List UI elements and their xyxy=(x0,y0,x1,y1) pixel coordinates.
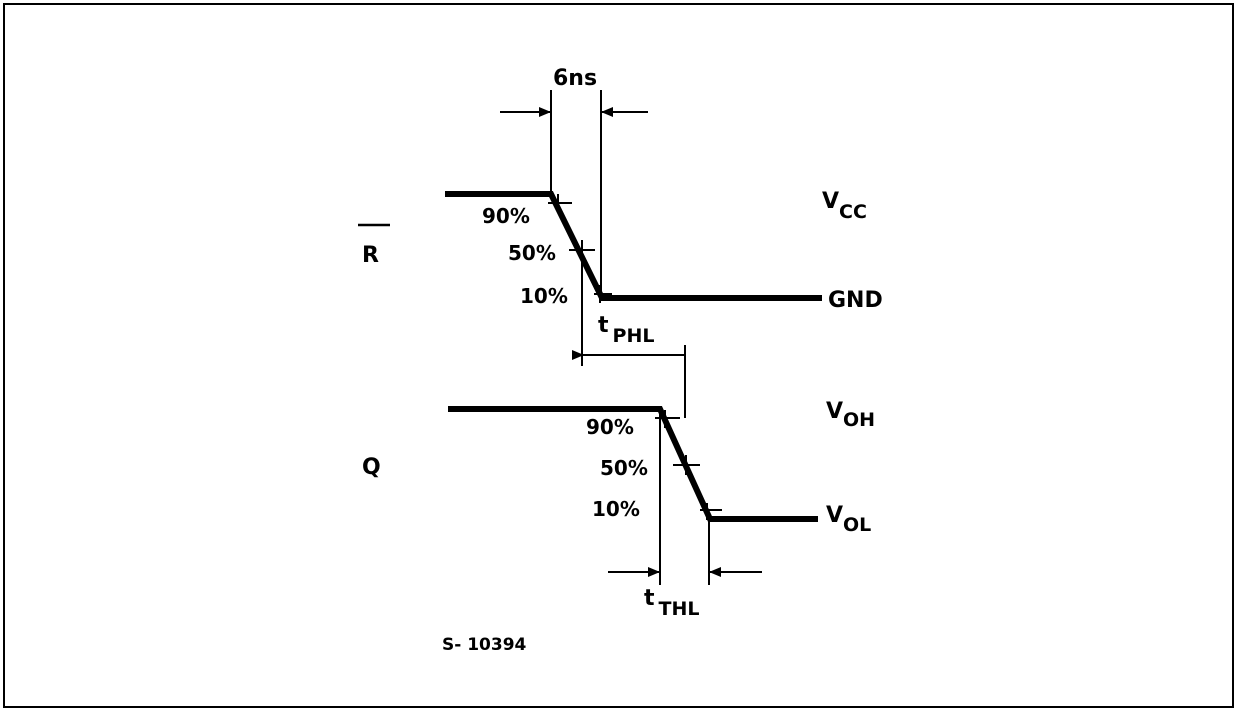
q-signal-label: Q xyxy=(362,455,381,480)
r-threshold-ticks xyxy=(548,194,612,303)
r-50-label: 50% xyxy=(508,241,556,265)
vcc-main: V xyxy=(822,189,839,214)
fall-time-dimension xyxy=(500,90,648,298)
vcc-label: VCC xyxy=(822,189,867,223)
r-signal-label: R xyxy=(362,243,379,268)
voh-main: V xyxy=(826,399,843,424)
tphl-main: t xyxy=(598,313,609,338)
voh-sub: OH xyxy=(843,409,875,431)
q-90-label: 90% xyxy=(586,415,634,439)
tphl-dimension xyxy=(572,262,686,418)
vcc-sub: CC xyxy=(839,201,867,223)
figure-id: S- 10394 xyxy=(442,635,527,655)
vol-sub: OL xyxy=(843,514,871,536)
r-waveform xyxy=(445,191,822,301)
tthl-main: t xyxy=(644,586,655,611)
tthl-label: t THL xyxy=(644,586,700,620)
q-50-label: 50% xyxy=(600,456,648,480)
q-10-label: 10% xyxy=(592,497,640,521)
voh-label: VOH xyxy=(826,399,875,431)
q-threshold-ticks xyxy=(655,410,722,520)
fall-time-label: 6ns xyxy=(553,66,597,91)
tthl-sub: THL xyxy=(659,598,700,620)
vol-main: V xyxy=(826,503,843,528)
vol-label: VOL xyxy=(826,503,871,536)
figure-frame xyxy=(3,3,1234,708)
tphl-label: t PHL xyxy=(598,313,654,347)
r-90-label: 90% xyxy=(482,204,530,228)
tphl-sub: PHL xyxy=(613,325,655,347)
gnd-label: GND xyxy=(828,288,883,313)
r-10-label: 10% xyxy=(520,284,568,308)
tthl-dimension xyxy=(608,409,762,585)
